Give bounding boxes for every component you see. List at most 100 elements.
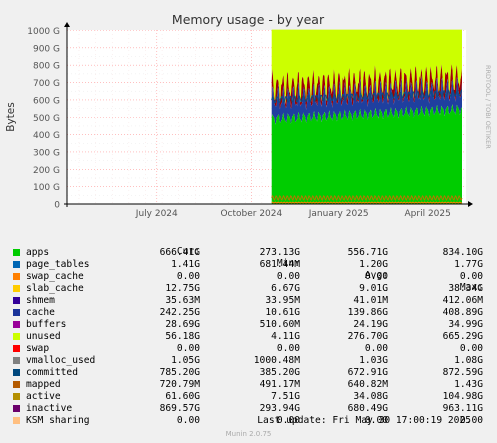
x-tick-label: April 2025 <box>405 209 451 219</box>
area-cache <box>271 75 462 125</box>
line-active <box>271 194 463 201</box>
legend-swatch <box>13 297 20 304</box>
legend-row: shmem 35.63M 33.95M 41.01M 412.06M <box>12 295 483 307</box>
y-tick-label: 300 G <box>33 148 60 158</box>
legend-swatch <box>13 285 20 292</box>
legend-header: Cur: Min: Avg: Max: <box>12 234 483 293</box>
legend-swatch <box>13 249 20 256</box>
legend-cur: 1.41G <box>171 259 200 270</box>
munin-footer: Munin 2.0.75 <box>225 430 272 438</box>
legend-row: slab_cache 12.75G 6.67G 9.01G 38.34G <box>12 283 483 295</box>
legend-max: 0.00 <box>459 415 483 426</box>
header-max: Max: <box>459 282 483 293</box>
legend-name: inactive <box>26 403 73 414</box>
legend-swatch <box>13 333 20 340</box>
legend-avg: 556.71G <box>347 247 388 258</box>
y-tick-label: 600 G <box>33 96 60 106</box>
legend-avg: 0.00 <box>364 343 388 354</box>
legend-min: 510.60M <box>259 319 300 330</box>
legend-max: 963.11G <box>442 403 483 414</box>
legend-name: mapped <box>26 379 61 390</box>
legend-swatch <box>13 345 20 352</box>
line-slab-cache <box>271 201 463 204</box>
legend-table: Cur: Min: Avg: Max: apps 666.41G 273.13G 55… <box>12 234 483 427</box>
legend-avg: 680.49G <box>347 403 388 414</box>
legend-row: KSM sharing 0.00 0.00 0.00 0.00 <box>12 415 483 427</box>
legend-max: 412.06M <box>442 295 483 306</box>
y-tick-labels: 0 100 G 200 G 300 G 400 G 500 G 600 G 700 G 800 … <box>27 27 60 211</box>
area-inactive <box>271 64 462 110</box>
legend-min: 1000.48M <box>253 355 300 366</box>
legend-row: swap 0.00 0.00 0.00 0.00 <box>12 343 483 355</box>
legend-name: swap_cache <box>26 271 84 282</box>
legend-swatch <box>13 321 20 328</box>
legend-min: 273.13G <box>259 247 300 258</box>
legend-avg: 0.00 <box>364 271 388 282</box>
legend-swatch <box>13 417 20 424</box>
legend-max: 872.59G <box>442 367 483 378</box>
legend-min: 0.00 <box>276 271 300 282</box>
legend-max: 665.29G <box>442 331 483 342</box>
legend-avg: 34.08G <box>353 391 388 402</box>
legend-swatch <box>13 381 20 388</box>
y-axis-arrow <box>64 22 70 27</box>
legend-avg: 0.00 <box>364 415 388 426</box>
legend-row: page_tables 1.41G 681.44M 1.20G 1.77G <box>12 259 483 271</box>
legend-max: 1.43G <box>454 379 483 390</box>
legend-cur: 666.41G <box>159 247 200 258</box>
legend-row: committed 785.20G 385.20G 672.91G 872.59G <box>12 367 483 379</box>
legend-min: 7.51G <box>271 391 300 402</box>
legend-cur: 785.20G <box>159 367 200 378</box>
legend-min: 6.67G <box>271 283 300 294</box>
legend-name: swap <box>26 343 50 354</box>
legend-min: 0.00 <box>276 343 300 354</box>
legend-max: 34.99G <box>448 319 483 330</box>
legend-name: slab_cache <box>26 283 84 294</box>
legend-name: shmem <box>26 295 55 306</box>
x-tick-labels: July 2024 October 2024 January 2025 April 2… <box>135 209 451 219</box>
legend-max: 104.98G <box>442 391 483 402</box>
y-tick-label: 1000 G <box>27 27 60 37</box>
memory-chart: Memory usage - by year Bytes RRDTOOL / T… <box>5 12 492 219</box>
legend-cur: 0.00 <box>176 271 200 282</box>
chart-title: Memory usage - by year <box>172 12 325 27</box>
legend-min: 385.20G <box>259 367 300 378</box>
legend-swatch <box>13 309 20 316</box>
legend-max: 834.10G <box>442 247 483 258</box>
legend-max: 0.00 <box>459 271 483 282</box>
legend-min: 33.95M <box>265 295 300 306</box>
legend-min: 491.17M <box>259 379 300 390</box>
legend-row: mapped 720.79M 491.17M 640.82M 1.43G <box>12 379 483 391</box>
legend-avg: 1.03G <box>359 355 388 366</box>
legend-name: page_tables <box>26 259 90 270</box>
x-axis-arrow <box>468 201 473 207</box>
legend-swatch <box>13 357 20 364</box>
legend-min: 293.94G <box>259 403 300 414</box>
legend-name: unused <box>26 331 61 342</box>
header-avg: Avg: <box>364 270 388 281</box>
legend-avg: 672.91G <box>347 367 388 378</box>
area-unused <box>271 29 462 105</box>
legend-cur: 869.57G <box>159 403 200 414</box>
legend-cur: 1.05G <box>171 355 200 366</box>
legend-max: 0.00 <box>459 343 483 354</box>
legend-min: 0.00 <box>276 415 300 426</box>
legend-swatch <box>13 261 20 268</box>
legend-name: KSM sharing <box>26 415 90 426</box>
legend-row: apps 666.41G 273.13G 556.71G 834.10G <box>12 247 483 259</box>
legend-cur: 35.63M <box>165 295 200 306</box>
legend-min: 10.61G <box>265 307 300 318</box>
legend-row: unused 56.18G 4.11G 276.70G 665.29G <box>12 331 483 343</box>
y-tick-label: 400 G <box>33 131 60 141</box>
legend-name: buffers <box>26 319 67 330</box>
y-tick-label: 0 <box>54 201 60 211</box>
legend-rows: apps 666.41G 273.13G 556.71G 834.10G page_tab… <box>12 247 483 427</box>
legend-row: swap_cache 0.00 0.00 0.00 0.00 <box>12 271 483 283</box>
legend-swatch <box>13 273 20 280</box>
legend-max: 408.89G <box>442 307 483 318</box>
legend-avg: 139.86G <box>347 307 388 318</box>
rrdtool-side-label: RRDTOOL / TOBI OETIKER <box>484 65 492 149</box>
legend-cur: 12.75G <box>165 283 200 294</box>
x-tick-label: January 2025 <box>308 209 369 219</box>
legend-swatch <box>13 405 20 412</box>
